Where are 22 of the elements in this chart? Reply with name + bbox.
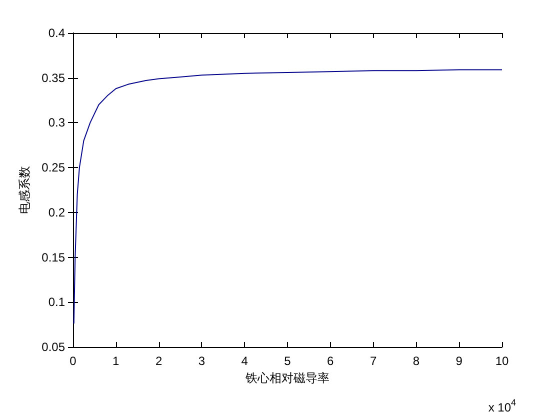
y-tick-label: 0.05 [42, 340, 66, 354]
x-tick-label: 8 [412, 354, 420, 368]
x-tick-label: 7 [370, 354, 377, 368]
y-tick-label: 0.4 [48, 26, 66, 40]
y-axis-title: 电感系数 [18, 166, 32, 214]
y-tick-label: 0.25 [42, 160, 66, 175]
x-axis-title: 铁心相对磁导率 [244, 370, 330, 385]
x-tick-label: 6 [327, 354, 334, 368]
y-tick-label: 0.2 [48, 205, 66, 220]
x-tick-label: 9 [456, 354, 463, 368]
x-tick-label: 1 [112, 354, 120, 368]
line-series [73, 69, 502, 324]
y-tick-label: 0.1 [48, 295, 66, 310]
x-tick-label: 10 [495, 354, 509, 368]
y-tick-label: 0.3 [48, 116, 66, 130]
x-tick-label: 3 [198, 354, 206, 368]
x-tick-label: 0 [70, 354, 77, 368]
x-tick-label: 5 [284, 354, 292, 368]
x-tick-label: 4 [241, 354, 248, 368]
y-tick-label: 0.35 [42, 70, 66, 85]
y-tick-label: 0.15 [42, 250, 66, 264]
x-tick-label: 2 [155, 354, 162, 368]
